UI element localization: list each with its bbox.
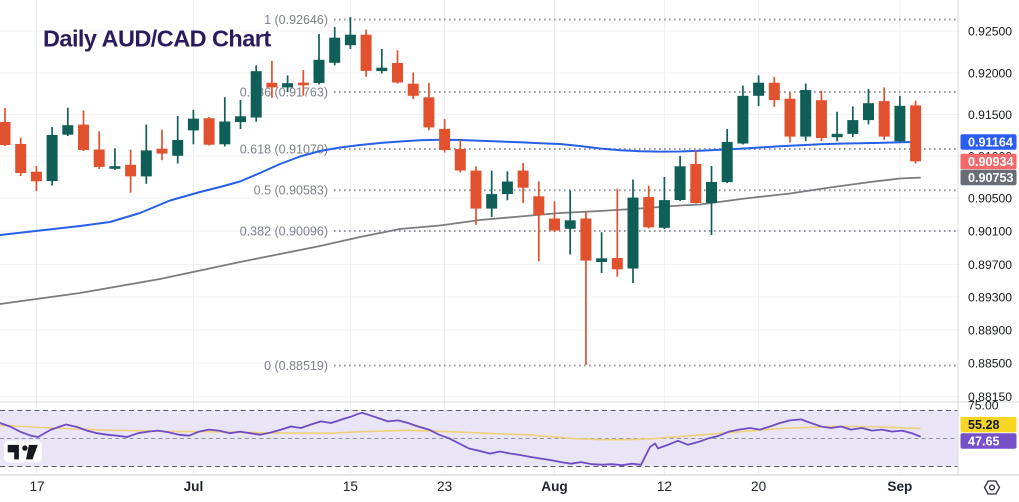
svg-text:0 (0.88519): 0 (0.88519) [264,359,328,373]
svg-text:0.90753: 0.90753 [968,171,1014,185]
svg-text:0.5 (0.90583): 0.5 (0.90583) [254,184,328,198]
svg-text:0.89700: 0.89700 [968,258,1012,272]
svg-text:1 (0.92646): 1 (0.92646) [264,13,328,27]
svg-text:17: 17 [29,479,44,494]
svg-text:0.89300: 0.89300 [968,290,1012,304]
svg-text:Jul: Jul [184,479,204,494]
svg-text:Aug: Aug [541,479,567,494]
svg-text:Sep: Sep [887,479,912,494]
svg-text:23: 23 [437,479,452,494]
svg-text:20: 20 [751,479,767,494]
svg-text:0.88500: 0.88500 [968,356,1012,370]
svg-text:55.28: 55.28 [968,418,1000,432]
svg-text:0.92500: 0.92500 [968,24,1012,38]
svg-text:0.90934: 0.90934 [968,155,1014,169]
svg-text:0.92000: 0.92000 [968,66,1012,80]
svg-text:0.618 (0.91070): 0.618 (0.91070) [240,142,328,156]
svg-text:12: 12 [657,479,672,494]
svg-text:0.90100: 0.90100 [968,224,1012,238]
svg-text:0.786 (0.91763): 0.786 (0.91763) [240,85,328,99]
svg-text:0.382 (0.90096): 0.382 (0.90096) [240,224,328,238]
svg-text:0.90500: 0.90500 [968,191,1012,205]
svg-text:0.91164: 0.91164 [968,135,1013,149]
svg-text:15: 15 [343,479,358,494]
svg-text:47.65: 47.65 [968,435,1000,449]
svg-text:0.88150: 0.88150 [968,390,1012,404]
svg-text:Daily AUD/CAD Chart: Daily AUD/CAD Chart [43,26,271,52]
svg-text:0.91500: 0.91500 [968,108,1012,122]
svg-text:0.88900: 0.88900 [968,323,1012,337]
svg-text:75.00: 75.00 [968,398,999,412]
